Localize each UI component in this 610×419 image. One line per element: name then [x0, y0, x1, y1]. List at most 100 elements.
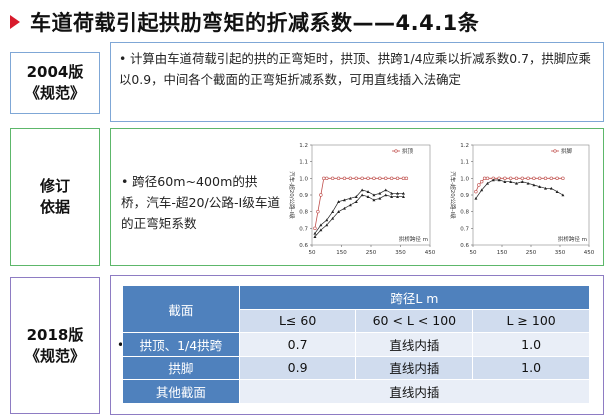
table-header-span: 跨径L m [238, 285, 591, 310]
table-header-section: 截面 [122, 285, 240, 333]
data-point [316, 209, 320, 214]
bullet-icon: • [117, 338, 125, 352]
data-point [325, 218, 329, 222]
data-point [503, 180, 507, 183]
data-point [322, 176, 326, 181]
data-point [515, 181, 518, 185]
data-point [372, 193, 376, 197]
data-point [404, 176, 409, 181]
table-cell: 直线内插 [355, 355, 474, 380]
data-point [480, 188, 484, 192]
x-tick-label: 450 [584, 250, 595, 256]
data-point [354, 176, 358, 181]
data-point [491, 178, 495, 182]
table-row-label: 拱脚 [122, 355, 240, 380]
data-point [378, 196, 382, 200]
data-point [319, 228, 323, 232]
data-point [401, 191, 405, 195]
legend-label: 拱顶 [402, 147, 414, 155]
data-point [348, 176, 353, 181]
plot-frame [472, 144, 590, 246]
data-point [509, 180, 513, 183]
bullet-icon: • [121, 174, 129, 189]
x-tick-label: 450 [425, 250, 436, 256]
data-point [331, 216, 335, 220]
x-tick-label: 350 [555, 250, 566, 256]
data-point [354, 200, 358, 203]
data-point [544, 186, 547, 190]
table-cell: 直线内插 [238, 379, 591, 404]
section-revision-text: • 跨径60m~400m的拱桥，汽车-超20/公路-I级车道的正弯矩系数 [113, 167, 289, 234]
data-point [401, 195, 405, 198]
series-line [314, 194, 404, 237]
y-tick-label: 0.7 [299, 226, 308, 232]
label-revision-basis: 修订 依据 [10, 128, 100, 266]
data-point [348, 203, 352, 207]
x-tick-label: 350 [395, 250, 406, 256]
data-point [526, 176, 530, 181]
data-point [482, 176, 487, 181]
data-point [526, 181, 530, 185]
data-point [532, 176, 536, 181]
label-2018-spec: 2018版 《规范》 [10, 277, 100, 414]
data-point [474, 196, 478, 200]
data-point [337, 200, 341, 203]
data-point [330, 176, 335, 181]
y-tick-label: 1.0 [299, 176, 308, 182]
y-tick-label: 0.6 [299, 243, 308, 249]
data-point [390, 191, 394, 195]
x-tick-label: 250 [366, 250, 377, 256]
data-point [354, 195, 358, 198]
series-line [475, 177, 563, 192]
y-tick-label: 0.9 [299, 193, 308, 199]
data-point [342, 198, 346, 202]
data-point [477, 183, 481, 187]
series-line [314, 177, 407, 229]
data-point [360, 176, 364, 181]
y-tick-label: 1.0 [460, 176, 469, 182]
x-tick-label: 50 [470, 250, 477, 256]
label-line1: 2004版 [26, 63, 84, 81]
data-point [384, 188, 388, 192]
data-point [372, 198, 376, 202]
data-point [537, 176, 542, 181]
x-axis-label: 拱桥跨径 m [399, 235, 428, 243]
x-axis-label: 拱桥跨径 m [558, 235, 587, 243]
data-point [360, 188, 364, 192]
data-point [342, 206, 346, 210]
y-tick-label: 1.2 [299, 143, 308, 149]
legend-label: 拱脚 [561, 147, 573, 155]
x-tick-label: 150 [336, 250, 347, 256]
data-point [520, 176, 525, 181]
data-point [497, 178, 501, 182]
data-point [401, 176, 406, 181]
data-point [342, 176, 347, 181]
data-point [366, 190, 370, 193]
data-point [503, 176, 507, 181]
data-point [331, 210, 335, 213]
section-revision-paragraph: 跨径60m~400m的拱桥，汽车-超20/公路-I级车道的正弯矩系数 [121, 174, 281, 231]
table-cell: 1.0 [472, 332, 590, 357]
data-point [395, 176, 400, 181]
label-line1: 2018版 [26, 325, 84, 344]
table-col-header: L ≥ 100 [472, 308, 590, 333]
y-tick-label: 1.1 [299, 160, 308, 166]
data-point [384, 193, 388, 197]
label-line2: 依据 [39, 198, 70, 216]
table-cell: 0.7 [238, 332, 357, 357]
data-point [378, 191, 382, 195]
chart-springing-panel: 0.6 0.7 0.8 0.9 1.0 1.1 1.2 50 150 250 350 450 汽车-超2… [443, 133, 599, 261]
data-point [360, 193, 364, 197]
series-line [314, 189, 404, 234]
data-point [325, 176, 329, 181]
section-2004-paragraph: 计算由车道荷载引起的拱的正弯矩时，拱顶、拱跨1/4应乘以折减系数0.7，拱脚应乘… [119, 51, 591, 87]
label-line2: 《规范》 [24, 84, 85, 102]
section-2004-content: • 计算由车道荷载引起的拱的正弯矩时，拱顶、拱跨1/4应乘以折减系数0.7，拱脚应… [110, 42, 604, 122]
data-point [555, 190, 559, 193]
data-point [479, 179, 484, 184]
y-tick-label: 0.9 [460, 193, 469, 199]
data-point [319, 193, 323, 197]
chart-crown-panel: 0.6 0.7 0.8 0.9 1.0 1.1 1.2 50 150 250 350 450 汽车-超2… [282, 133, 440, 261]
chart-springing: 0.6 0.7 0.8 0.9 1.0 1.1 1.2 50 150 250 350 450 汽车-超2… [449, 143, 595, 256]
y-axis-label: 汽车-超20/公路-I级 [288, 171, 296, 219]
